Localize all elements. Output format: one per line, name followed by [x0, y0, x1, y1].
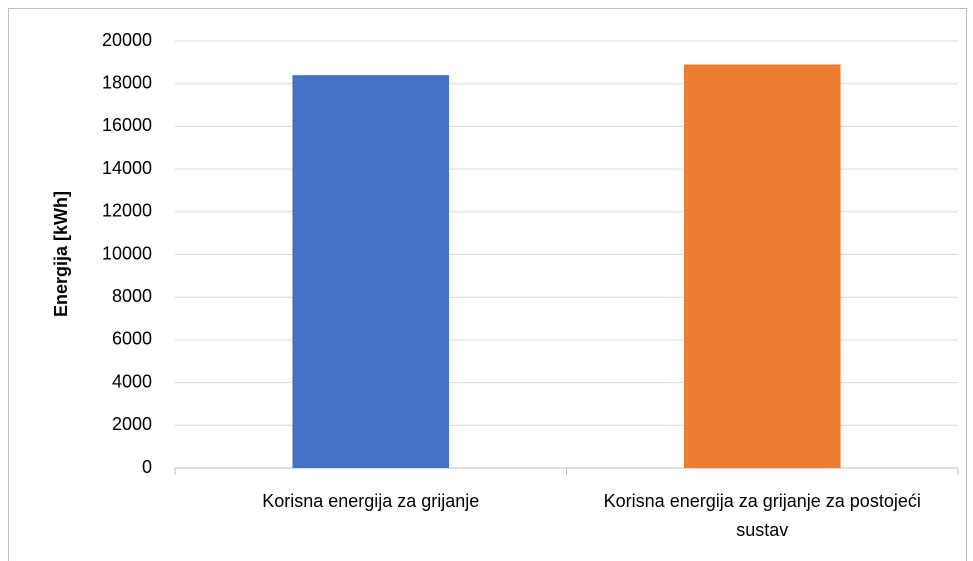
y-tick-label: 20000: [102, 30, 152, 50]
y-tick-label: 0: [142, 457, 152, 477]
chart-border: [8, 8, 967, 561]
y-tick-label: 10000: [102, 243, 152, 263]
y-tick-label: 14000: [102, 158, 152, 178]
y-tick-label: 6000: [112, 329, 152, 349]
y-tick-label: 16000: [102, 115, 152, 135]
x-tick-label: Korisna energija za grijanje: [262, 491, 480, 511]
y-axis-label: Energija [kWh]: [51, 191, 71, 317]
bar: [683, 64, 841, 469]
y-tick-label: 2000: [112, 414, 152, 434]
x-tick-label: Korisna energija za grijanje za postojeć…: [603, 491, 921, 540]
bar: [292, 75, 450, 468]
y-tick-label: 8000: [112, 286, 152, 306]
y-tick-label: 12000: [102, 201, 152, 221]
y-tick-label: 18000: [102, 72, 152, 92]
y-tick-label: 4000: [112, 371, 152, 391]
